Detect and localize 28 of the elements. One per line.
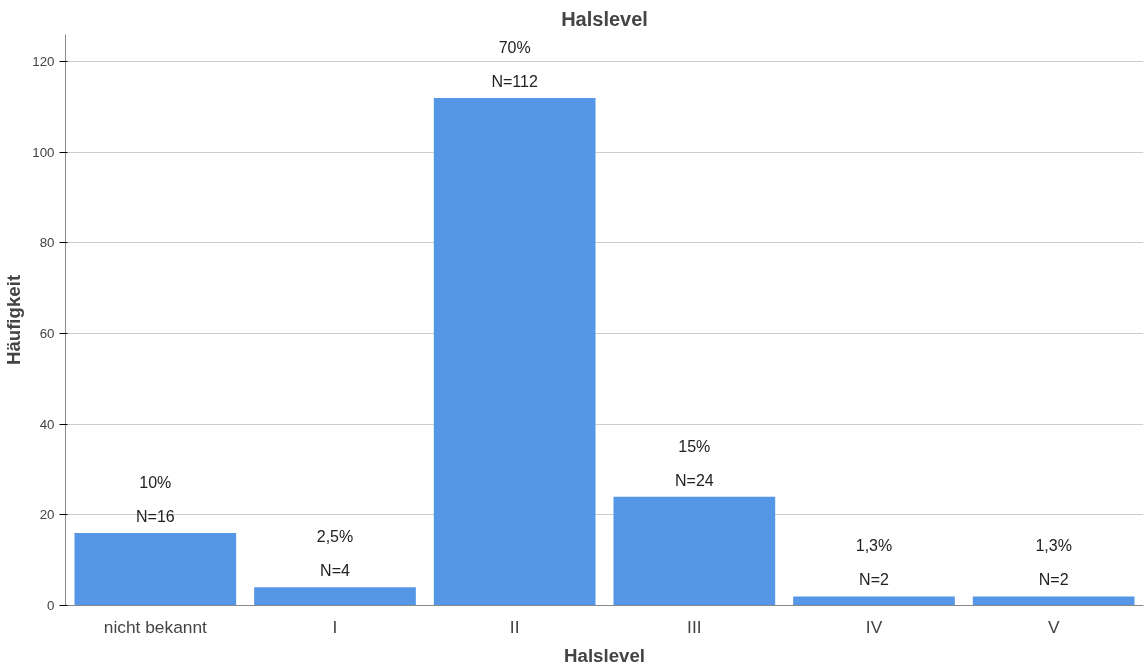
bar xyxy=(972,596,1135,606)
y-tick-label: 120 xyxy=(32,54,55,70)
bar xyxy=(433,97,596,606)
x-tick-label: V xyxy=(1047,616,1060,637)
data-label: 1,3% N=2 xyxy=(1035,537,1072,589)
x-tick-label: IV xyxy=(865,616,883,637)
y-tick-label: 0 xyxy=(47,598,55,613)
x-tick-label: nicht bekannt xyxy=(103,616,208,637)
y-tick-label: 20 xyxy=(39,507,55,523)
x-tick-label: II xyxy=(509,616,520,637)
chart-title: Halslevel xyxy=(561,7,648,30)
y-axis-title: Häufigkeit xyxy=(3,274,25,366)
data-label: 1,3% N=2 xyxy=(855,537,893,589)
x-tick-label: III xyxy=(687,616,702,637)
bar xyxy=(793,596,955,606)
y-tick-label: 60 xyxy=(39,326,55,342)
bar xyxy=(613,496,776,606)
bar xyxy=(74,532,237,606)
bar xyxy=(254,587,416,606)
x-tick-label: I xyxy=(332,616,338,637)
y-tick-label: 100 xyxy=(32,144,55,160)
data-label: 70% N=112 xyxy=(491,38,538,90)
y-tick-label: 80 xyxy=(39,235,55,251)
x-axis-title: Halslevel xyxy=(564,644,645,666)
data-label: 10% N=16 xyxy=(135,473,175,525)
data-label: 2,5% N=4 xyxy=(316,528,354,580)
y-tick-label: 40 xyxy=(39,416,55,432)
data-label: 15% N=24 xyxy=(674,437,714,489)
